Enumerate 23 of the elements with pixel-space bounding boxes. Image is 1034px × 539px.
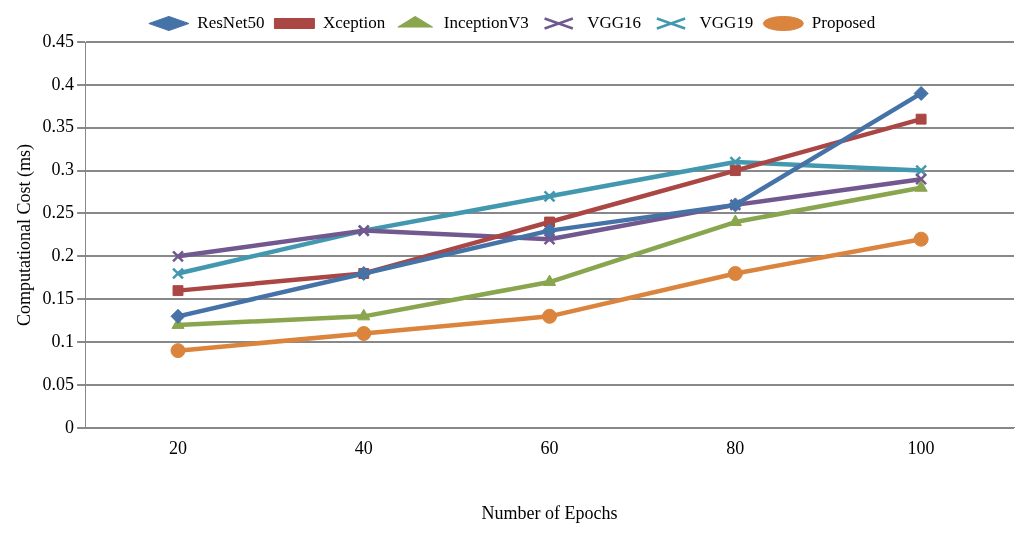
y-tick-label: 0.45 [42,30,75,51]
x-tick-label: 80 [726,438,745,459]
legend-label: Proposed [811,12,876,32]
x-tick-label: 60 [540,438,559,459]
y-tick-label: 0 [65,416,75,437]
y-tick-label: 0.2 [51,245,75,266]
y-tick-label: 0.05 [42,373,75,394]
y-tick-label: 0.35 [42,116,75,137]
y-tick-label: 0.1 [51,330,75,351]
y-tick-label: 0.15 [42,287,75,308]
y-axis-title: Computational Cost (ms) [13,143,35,326]
y-tick-label: 0.3 [51,159,75,180]
legend-label: VGG19 [699,12,754,32]
legend-label: Xception [322,12,386,32]
y-tick-label: 0.25 [42,202,75,223]
legend-label: ResNet50 [197,12,265,32]
x-tick-label: 40 [354,438,373,459]
x-tick-label: 100 [907,438,935,459]
y-tick-label: 0.4 [51,73,75,94]
x-axis-title: Number of Epochs [481,502,618,523]
legend-label: VGG16 [587,12,642,32]
x-tick-label: 20 [168,438,187,459]
legend-label: InceptionV3 [443,12,529,32]
